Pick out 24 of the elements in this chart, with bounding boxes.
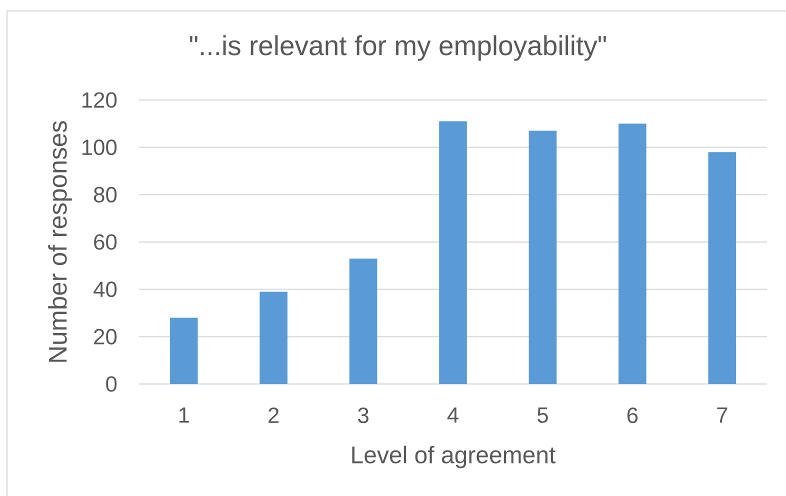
bar	[260, 292, 288, 384]
y-tick-label: 100	[82, 140, 117, 156]
bar	[170, 318, 198, 384]
x-tick-label: 5	[537, 408, 548, 423]
x-tick-label: 1	[179, 408, 189, 423]
x-tick-label: 4	[447, 408, 458, 423]
bar	[618, 124, 646, 384]
x-tick-label: 3	[358, 408, 368, 424]
x-tick-label: 2	[268, 408, 279, 423]
y-tick-label: 40	[94, 282, 117, 298]
bar	[349, 258, 378, 384]
y-axis-title: Number of responses	[48, 121, 72, 362]
chart-title: "...is relevant for my employability"	[190, 35, 606, 61]
bar	[528, 130, 557, 384]
y-tick-label: 20	[94, 328, 117, 344]
bar	[708, 152, 736, 384]
x-tick-label: 7	[717, 408, 728, 423]
y-tick-label: 120	[82, 92, 117, 108]
y-tick-label: 80	[94, 186, 117, 202]
y-tick-label: 0	[106, 376, 117, 392]
x-axis-title: Level of agreement	[352, 446, 556, 468]
bar	[439, 121, 467, 384]
x-tick-label: 6	[627, 408, 638, 424]
y-tick-label: 60	[94, 234, 117, 250]
